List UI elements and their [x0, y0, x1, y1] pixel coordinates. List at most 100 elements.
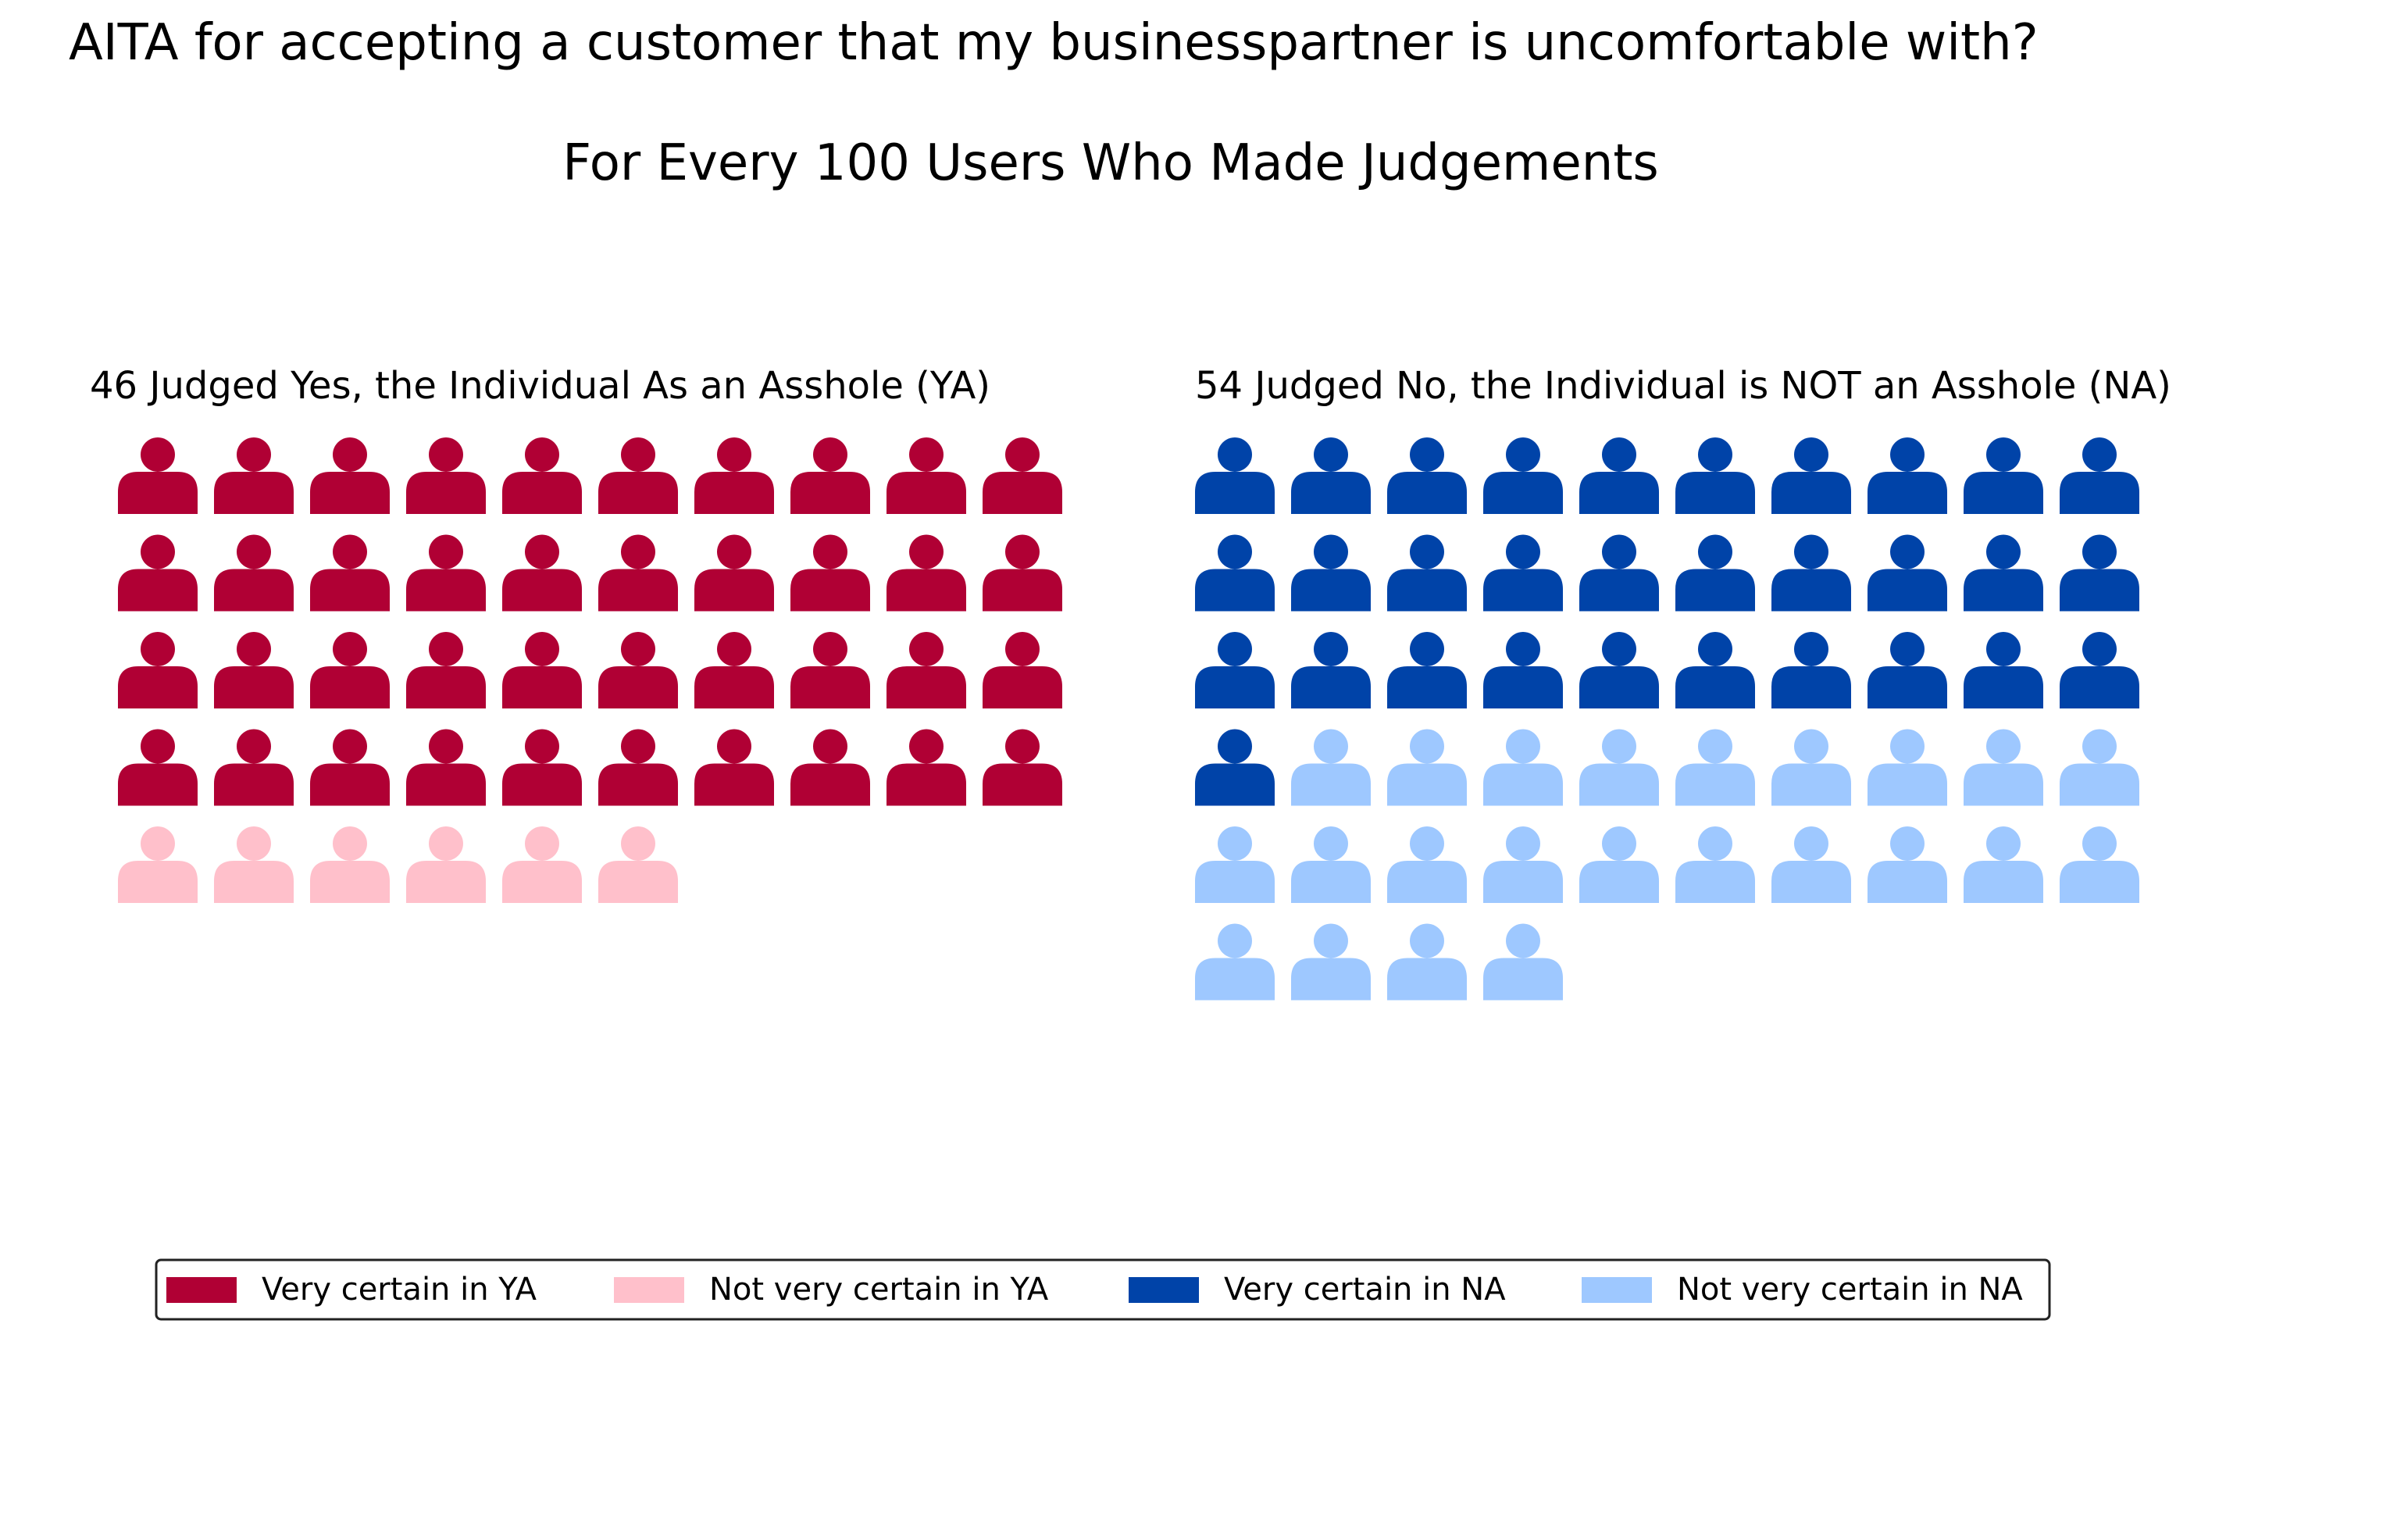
- person-icon: [310, 437, 390, 514]
- person-icon: [790, 729, 870, 806]
- person-icon: [694, 632, 774, 708]
- person-icon: [598, 729, 678, 806]
- person-icon: [1195, 923, 1275, 1001]
- person-icon: [1483, 923, 1563, 1001]
- person-icon: [118, 729, 198, 806]
- person-icon: [598, 534, 678, 612]
- waffle-panel-2: 54 Judged No, the Individual is NOT an A…: [1195, 364, 2171, 1001]
- person-icon: [1579, 632, 1659, 708]
- person-icon: [1868, 632, 1947, 708]
- person-icon: [1964, 632, 2043, 708]
- person-icon: [2060, 826, 2139, 903]
- person-icon: [983, 437, 1062, 514]
- person-icon: [118, 437, 198, 514]
- waffle-panel-1: 46 Judged Yes, the Individual As an Assh…: [90, 364, 1062, 903]
- person-icon: [1675, 729, 1755, 806]
- person-icon: [1579, 534, 1659, 612]
- person-icon: [310, 826, 390, 903]
- legend-box: [155, 1258, 2051, 1321]
- person-icon: [502, 826, 582, 903]
- person-icon: [1579, 826, 1659, 903]
- person-icon: [1964, 437, 2043, 514]
- person-icon: [502, 729, 582, 806]
- legend-label: Very certain in NA: [1224, 1272, 1506, 1308]
- person-icon: [214, 632, 294, 708]
- person-icon: [1195, 729, 1275, 806]
- person-icon: [887, 534, 966, 612]
- person-icon: [1291, 632, 1371, 708]
- person-icon: [2060, 534, 2139, 612]
- chart-title: AITA for accepting a customer that my bu…: [69, 14, 2039, 72]
- person-icon: [1579, 729, 1659, 806]
- person-icon: [310, 632, 390, 708]
- person-icon: [1291, 729, 1371, 806]
- person-icon: [2060, 437, 2139, 514]
- legend-swatch: [614, 1277, 684, 1303]
- person-icon: [598, 437, 678, 514]
- person-icon: [790, 437, 870, 514]
- legend-label: Not very certain in NA: [1677, 1272, 2023, 1308]
- person-icon: [310, 534, 390, 612]
- person-icon: [406, 826, 486, 903]
- person-icon: [694, 729, 774, 806]
- person-icon: [887, 632, 966, 708]
- person-icon: [983, 632, 1062, 708]
- legend-label: Not very certain in YA: [709, 1272, 1049, 1308]
- chart-subtitle: For Every 100 Users Who Made Judgements: [562, 134, 1659, 192]
- person-icon: [1195, 437, 1275, 514]
- person-icon: [2060, 729, 2139, 806]
- person-icon: [1675, 534, 1755, 612]
- person-icon: [214, 437, 294, 514]
- person-icon: [1387, 826, 1467, 903]
- legend-swatch: [166, 1277, 237, 1303]
- person-icon: [790, 534, 870, 612]
- person-icon: [1291, 826, 1371, 903]
- person-icon: [1387, 923, 1467, 1001]
- person-icon: [406, 729, 486, 806]
- person-icon: [1195, 826, 1275, 903]
- person-icon: [1195, 632, 1275, 708]
- person-icon: [502, 534, 582, 612]
- person-icon: [1964, 729, 2043, 806]
- person-icon: [1771, 729, 1851, 806]
- person-icon: [1483, 534, 1563, 612]
- person-icon: [406, 632, 486, 708]
- person-icon: [887, 437, 966, 514]
- person-icon: [1675, 826, 1755, 903]
- person-icon: [1483, 632, 1563, 708]
- person-icon: [598, 826, 678, 903]
- person-icon: [1291, 437, 1371, 514]
- panel-label: 46 Judged Yes, the Individual As an Assh…: [90, 364, 990, 408]
- person-icon: [790, 632, 870, 708]
- person-icon: [1771, 826, 1851, 903]
- person-icon: [1868, 437, 1947, 514]
- person-icon: [1964, 534, 2043, 612]
- person-icon: [1291, 534, 1371, 612]
- person-icon: [214, 826, 294, 903]
- person-icon: [118, 826, 198, 903]
- person-icon: [1579, 437, 1659, 514]
- panel-label: 54 Judged No, the Individual is NOT an A…: [1195, 364, 2171, 408]
- panels-group: 46 Judged Yes, the Individual As an Assh…: [90, 364, 2171, 1001]
- person-icon: [214, 534, 294, 612]
- person-icon: [118, 534, 198, 612]
- person-icon: [502, 632, 582, 708]
- person-icon: [310, 729, 390, 806]
- person-icon: [1964, 826, 2043, 903]
- person-icon: [502, 437, 582, 514]
- person-icon: [1387, 534, 1467, 612]
- person-icon: [1483, 826, 1563, 903]
- person-icon: [1771, 437, 1851, 514]
- person-icon: [887, 729, 966, 806]
- person-icon: [118, 632, 198, 708]
- legend-label: Very certain in YA: [262, 1272, 537, 1308]
- person-icon: [1675, 437, 1755, 514]
- legend-swatch: [1582, 1277, 1652, 1303]
- person-icon: [1483, 437, 1563, 514]
- person-icon: [598, 632, 678, 708]
- person-icon: [983, 729, 1062, 806]
- person-icon: [1195, 534, 1275, 612]
- person-icon: [214, 729, 294, 806]
- person-icon: [694, 437, 774, 514]
- person-icon: [1771, 632, 1851, 708]
